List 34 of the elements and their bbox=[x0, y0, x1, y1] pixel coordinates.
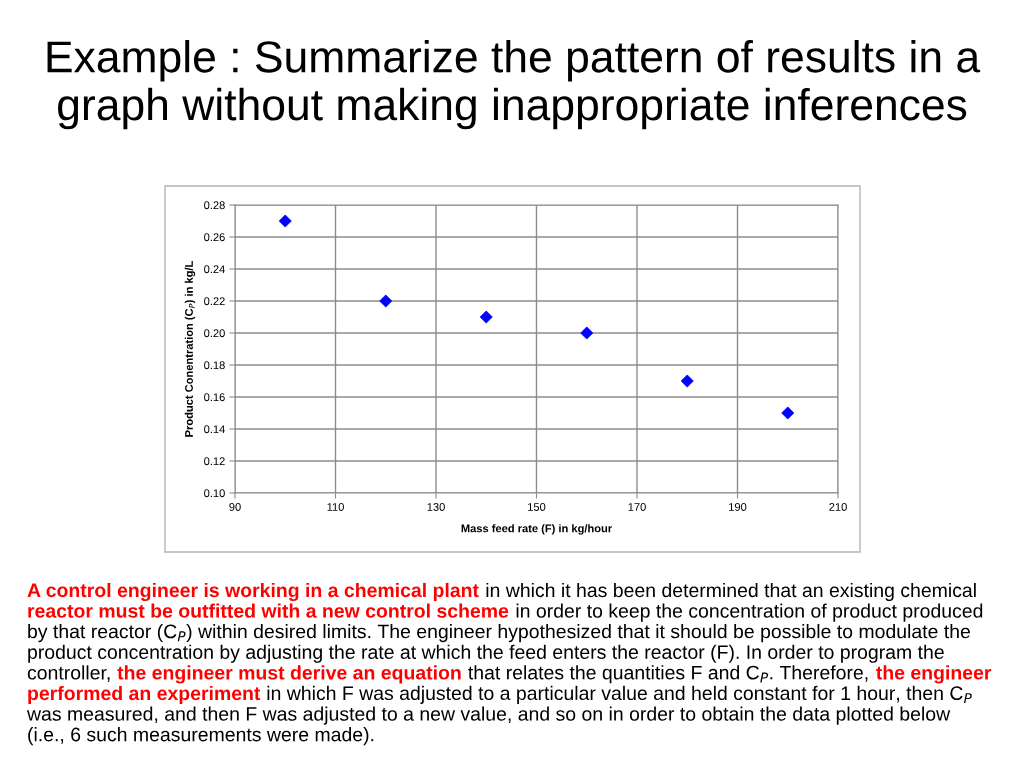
y-tick-label: 0.16 bbox=[204, 393, 225, 402]
text: product concentration by adjusting the rate at which the feed enters the reactor (F). In order to program the bbox=[28, 644, 944, 663]
text: A control engineer is working in a chemical plant bbox=[27, 582, 479, 602]
text: by that reactor (C$_{P}$) within desired limits. The engineer hypothesized that it should be possible to modulate the bbox=[28, 624, 970, 643]
chart-title: Example : Summarize the pattern of results in a graph without making inappropriate inferences bbox=[47, 40, 981, 130]
y-tick-label: 0.24 bbox=[204, 265, 225, 274]
text: in order to keep the concentration of product produced bbox=[516, 603, 983, 622]
text: reactor must be outfitted with a new control scheme bbox=[28, 603, 509, 618]
y-tick-label: 0.26 bbox=[204, 233, 225, 242]
x-tick-label: 170 bbox=[628, 503, 646, 511]
text: that relates the quantities F and C$_{P}$. Therefore, bbox=[468, 665, 868, 684]
x-tick-label: 110 bbox=[327, 503, 344, 511]
y-axis-title: Product Conentration (C$_{P}$) in kg/L bbox=[184, 261, 196, 437]
text: was measured, and then F was adjusted to a new value, and so on in order to obtain the data plotted below bbox=[26, 706, 951, 725]
text: the engineer bbox=[876, 665, 992, 684]
text: performed an experiment bbox=[28, 685, 261, 705]
x-tick-label: 210 bbox=[829, 503, 847, 511]
y-tick-label: 0.28 bbox=[204, 201, 225, 210]
text: in which it has been determined that an existing chemical bbox=[486, 582, 976, 602]
x-axis-title: Mass feed rate (F) in kg/hour bbox=[461, 524, 612, 535]
text: controller, bbox=[27, 665, 110, 682]
text: the engineer must derive an equation bbox=[117, 665, 461, 684]
x-tick-label: 130 bbox=[427, 503, 445, 511]
y-tick-label: 0.20 bbox=[204, 329, 225, 338]
x-tick-label: 150 bbox=[528, 503, 546, 511]
text: (i.e., 6 such measurements were made). bbox=[28, 727, 374, 746]
x-tick-label: 90 bbox=[229, 503, 241, 511]
text: in which F was adjusted to a particular value and held constant for 1 hour, then C$_{P}$ bbox=[267, 685, 972, 704]
y-tick-label: 0.18 bbox=[204, 361, 225, 370]
y-tick-label: 0.22 bbox=[204, 297, 225, 306]
y-tick-label: 0.10 bbox=[204, 489, 225, 498]
x-tick-label: 190 bbox=[729, 503, 747, 511]
y-tick-label: 0.14 bbox=[204, 425, 225, 434]
y-tick-label: 0.12 bbox=[204, 457, 225, 466]
